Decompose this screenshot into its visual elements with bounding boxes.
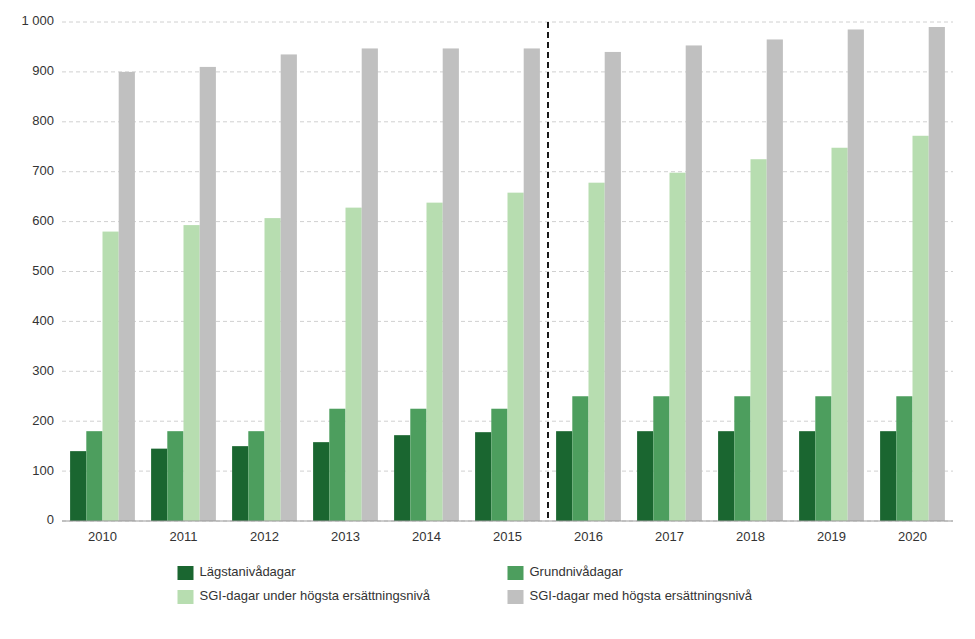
bar <box>508 193 524 521</box>
x-tick-label: 2013 <box>331 529 360 544</box>
y-tick-label: 200 <box>32 413 54 428</box>
legend-swatch <box>508 566 524 580</box>
bar <box>589 183 605 521</box>
bar <box>119 72 135 521</box>
grid-line <box>62 22 953 23</box>
bar <box>313 442 329 521</box>
bar <box>394 435 410 521</box>
grid-line <box>62 521 953 522</box>
bar <box>799 431 815 521</box>
legend-label: Lägstanivådagar <box>200 564 297 579</box>
bar <box>86 431 102 521</box>
period-divider <box>547 22 549 521</box>
bar <box>443 48 459 521</box>
bar <box>491 409 507 521</box>
x-tick-label: 2012 <box>250 529 279 544</box>
x-tick-label: 2020 <box>898 529 927 544</box>
y-tick-label: 700 <box>32 163 54 178</box>
bar <box>427 203 443 521</box>
chart-svg: 01002003004005006007008009001 0002010201… <box>0 0 975 639</box>
bar <box>880 431 896 521</box>
x-tick-label: 2019 <box>817 529 846 544</box>
bar <box>767 39 783 521</box>
legend-label: Grundnivådagar <box>530 564 624 579</box>
bar <box>346 208 362 521</box>
bar <box>103 232 119 521</box>
legend-label: SGI-dagar under högsta ersättningsnivå <box>200 588 431 603</box>
x-tick-label: 2016 <box>574 529 603 544</box>
bar <box>832 148 848 521</box>
bar <box>556 431 572 521</box>
chart-container: 01002003004005006007008009001 0002010201… <box>0 0 975 639</box>
y-axis: 0 100 200 300 400 500 600 700 800 900 1 000 <box>21 13 54 527</box>
bar-series <box>119 27 945 521</box>
bar <box>167 431 183 521</box>
bar <box>265 218 281 521</box>
x-tick-label: 2010 <box>88 529 117 544</box>
legend-swatch <box>178 590 194 604</box>
x-tick-label: 2011 <box>170 529 198 544</box>
bar <box>605 52 621 521</box>
legend-item: Lägstanivådagar <box>178 564 297 580</box>
grid-line <box>62 121 953 122</box>
bar <box>329 409 345 521</box>
y-tick-label: 0 <box>47 512 54 527</box>
y-tick-label: 600 <box>32 213 54 228</box>
bar <box>184 225 200 521</box>
x-tick-label: 2018 <box>736 529 765 544</box>
bar <box>200 67 216 521</box>
legend-item: SGI-dagar med högsta ersättningsnivå <box>508 588 753 604</box>
legend-item: SGI-dagar under högsta ersättningsnivå <box>178 588 431 604</box>
bar <box>896 396 912 521</box>
x-tick-label: 2017 <box>655 529 684 544</box>
grid-line <box>62 71 953 72</box>
bar <box>913 136 929 521</box>
grid <box>62 22 953 521</box>
bar <box>686 45 702 521</box>
bar <box>362 48 378 521</box>
bar <box>151 449 167 521</box>
bar <box>734 396 750 521</box>
bar <box>70 451 86 521</box>
bar <box>248 431 264 521</box>
bar <box>929 27 945 521</box>
bar <box>718 431 734 521</box>
bar <box>637 431 653 521</box>
bar <box>670 173 686 521</box>
x-axis: 2010 2011 2012 2013 2014 2015 2016 2017 2018 2019… <box>62 521 953 544</box>
legend: Lägstanivådagar Grundnivådagar SGI-dagar u… <box>178 564 753 604</box>
legend-label: SGI-dagar med högsta ersättningsnivå <box>530 588 753 603</box>
y-tick-label: 500 <box>32 263 54 278</box>
y-tick-label: 400 <box>32 313 54 328</box>
x-tick-label: 2014 <box>412 529 441 544</box>
legend-swatch <box>178 566 194 580</box>
bar <box>475 432 491 521</box>
bar <box>524 48 540 521</box>
x-axis-line <box>62 521 953 522</box>
bar <box>653 396 669 521</box>
y-tick-label: 100 <box>32 463 54 478</box>
bar-series <box>103 136 929 521</box>
y-tick-label: 900 <box>32 63 54 78</box>
bar <box>281 54 297 521</box>
y-tick-label: 300 <box>32 363 54 378</box>
bar <box>751 159 767 521</box>
legend-swatch <box>508 590 524 604</box>
bar <box>815 396 831 521</box>
y-tick-label: 800 <box>32 113 54 128</box>
grid-line <box>62 171 953 172</box>
legend-item: Grundnivådagar <box>508 564 624 580</box>
bar <box>410 409 426 521</box>
y-tick-label: 1 000 <box>21 13 54 28</box>
bar <box>848 29 864 521</box>
bars <box>70 27 945 521</box>
x-tick-label: 2015 <box>493 529 522 544</box>
bar <box>232 446 248 521</box>
bar <box>572 396 588 521</box>
